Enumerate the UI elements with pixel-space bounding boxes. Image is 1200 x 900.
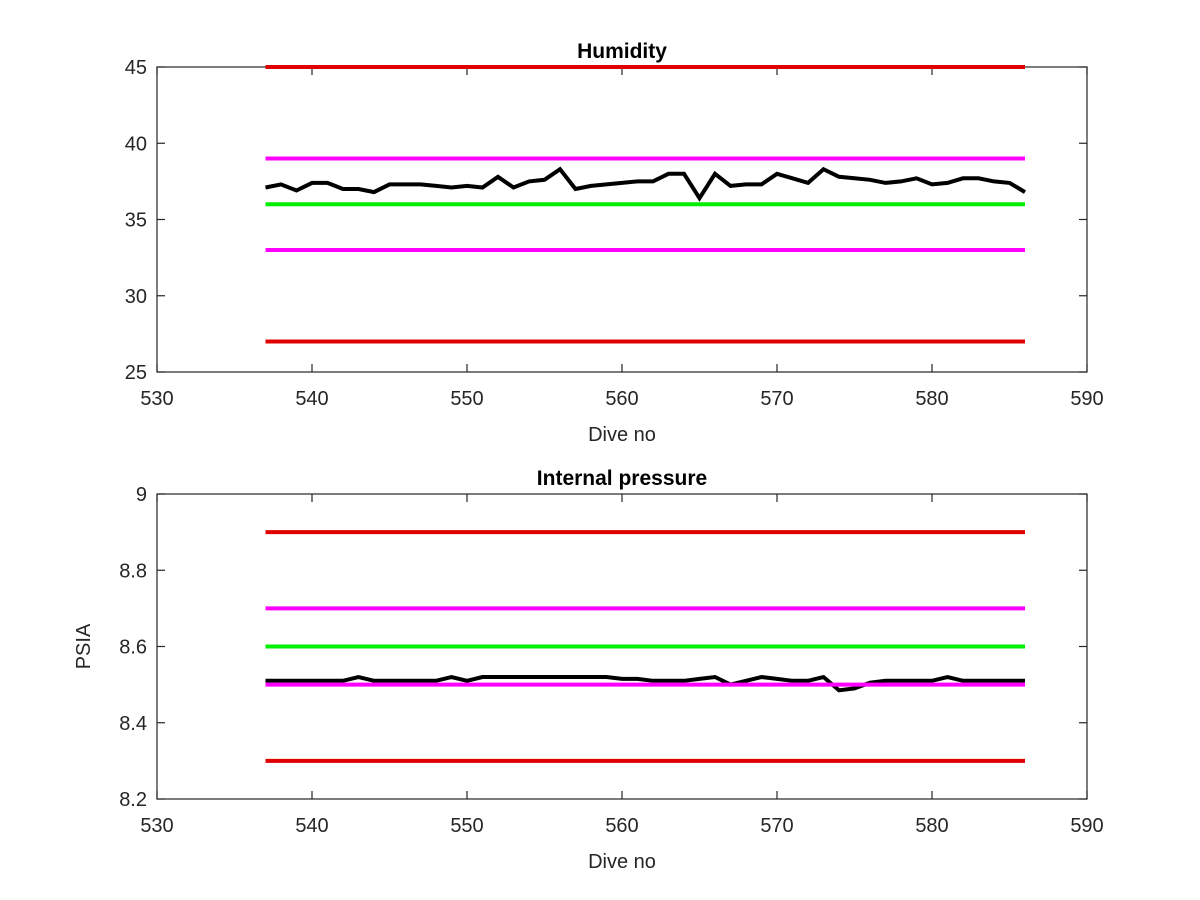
chart-2-x-axis-label: Dive no — [588, 851, 656, 873]
chart-2-x-tick-label: 560 — [605, 815, 638, 837]
chart-1-x-tick-label: 590 — [1070, 388, 1103, 410]
chart-1-x-tick-label: 570 — [760, 388, 793, 410]
chart-1-x-tick-label: 560 — [605, 388, 638, 410]
chart-2-series-line-5 — [265, 674, 1025, 693]
chart-1-panel: 530 540 550 560 570 580 590 25 30 35 40 45 Humidity D… — [125, 40, 1104, 446]
chart-1-axes-box — [156, 66, 1088, 373]
chart-1-x-tick-label: 580 — [915, 388, 948, 410]
chart-2-x-tick-label: 530 — [140, 815, 173, 837]
chart-1-y-tick-label: 30 — [125, 286, 147, 308]
chart-1-title: Humidity — [577, 40, 667, 63]
chart-1-y-tick-label: 25 — [125, 362, 147, 384]
chart-1-x-tick-label: 550 — [450, 388, 483, 410]
chart-1-y-tick-label: 35 — [125, 210, 147, 232]
chart-1-x-tick-label: 530 — [140, 388, 173, 410]
chart-2-y-axis-label: PSIA — [73, 623, 95, 669]
chart-1-y-tick-label: 40 — [125, 133, 147, 155]
chart-2-y-tick-label: 9 — [136, 484, 147, 506]
chart-2-x-tick-label: 570 — [760, 815, 793, 837]
chart-2-y-tick-label: 8.4 — [119, 713, 147, 735]
chart-2-x-tick-label: 590 — [1070, 815, 1103, 837]
chart-1-series-line-6 — [265, 166, 1027, 202]
chart-2-y-tick-label: 8.2 — [119, 789, 147, 811]
chart-2-x-tick-label: 550 — [450, 815, 483, 837]
chart-2-y-tick-label: 8.8 — [119, 560, 147, 582]
chart-1-x-tick-label: 540 — [295, 388, 328, 410]
chart-2-x-tick-label: 540 — [295, 815, 328, 837]
chart-2-title: Internal pressure — [537, 467, 707, 490]
chart-2-y-tick-label: 8.6 — [119, 637, 147, 659]
chart-2-panel: 530 540 550 560 570 580 590 8.2 8.4 8.6 8.8 9 Intern… — [73, 467, 1104, 873]
chart-2-x-tick-label: 580 — [915, 815, 948, 837]
chart-1-x-axis-label: Dive no — [588, 424, 656, 446]
chart-1-y-tick-label: 45 — [125, 57, 147, 79]
